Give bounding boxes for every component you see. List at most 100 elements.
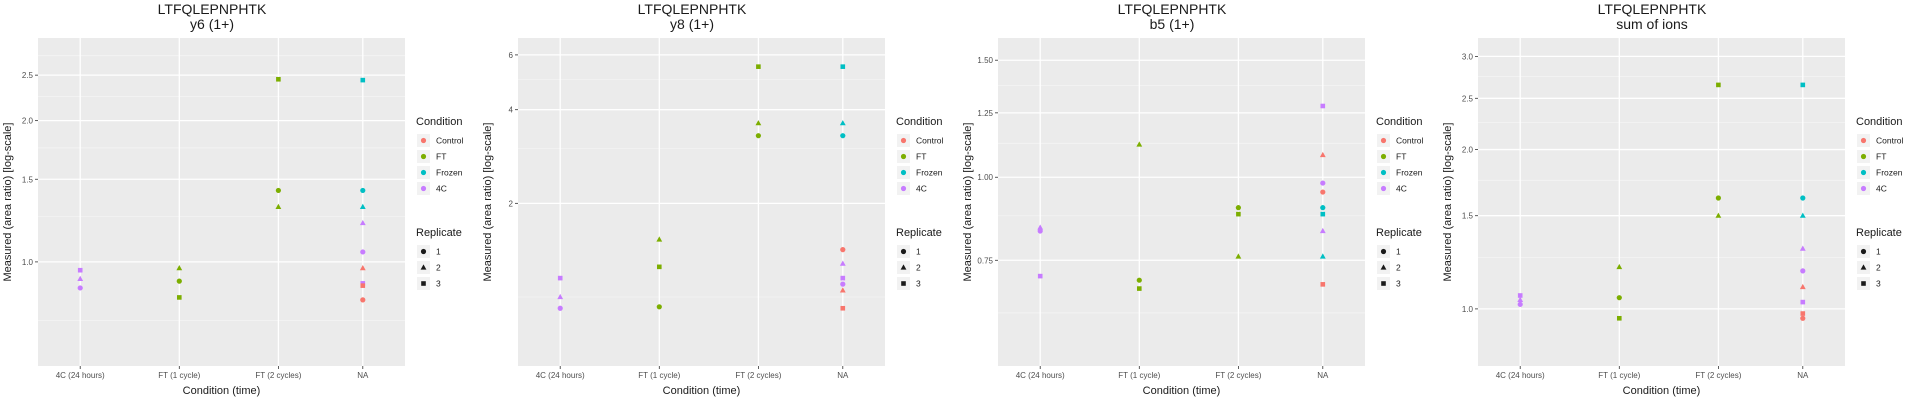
chart-panel-1: LTFQLEPNPHTK y6 (1+) 1.0 1.5 2.0 2.5 4C (24 ho… [0, 0, 480, 400]
data-point [840, 133, 846, 139]
legend-key-replicate-3 [1381, 281, 1386, 286]
y-axis-title: Measured (area ratio) [log-scale] [1442, 123, 1454, 282]
legend-key-replicate-3 [421, 281, 426, 286]
data-point [1517, 293, 1523, 298]
data-point [557, 275, 563, 281]
legend-condition-label: FT [1876, 152, 1886, 162]
data-point [359, 219, 366, 226]
legend-condition-label: 4C [436, 184, 447, 194]
data-point [176, 278, 182, 284]
x-tick-label: FT (2 cycles) [255, 371, 301, 380]
data-point [360, 249, 366, 255]
data-point [176, 265, 183, 271]
data-point [77, 267, 83, 273]
data-point [1517, 296, 1524, 302]
legend-key-frozen [900, 169, 907, 176]
legend-key-replicate-3 [901, 281, 906, 286]
legend-key-control [900, 137, 907, 144]
data-point [276, 76, 281, 82]
data-point [360, 297, 366, 303]
legend-condition-label: 4C [1396, 184, 1407, 194]
legend-condition-title: Condition [896, 116, 942, 128]
legend-replicate-label: 1 [916, 247, 921, 257]
data-point [1715, 212, 1722, 218]
y-tick-label: 1.25 [977, 109, 993, 118]
data-point [359, 265, 366, 271]
x-tick-label: FT (1 cycle) [1598, 371, 1640, 380]
data-point [1800, 195, 1806, 201]
x-axis-title: Condition (time) [1623, 385, 1701, 397]
x-axis-title: Condition (time) [663, 385, 741, 397]
legend-key-frozen [1380, 169, 1387, 176]
chart-panel-4: LTFQLEPNPHTK sum of ions 1.0 1.5 2.0 2.5 3.0 4C… [1440, 0, 1920, 400]
x-tick-label: NA [357, 371, 369, 380]
data-point [1616, 263, 1623, 270]
data-point [360, 187, 366, 194]
data-point [1320, 205, 1326, 211]
x-tick-label: FT (2 cycles) [1215, 371, 1261, 380]
legend-key-4c [1860, 185, 1867, 192]
legend-key-replicate-2 [1860, 264, 1867, 270]
legend-condition-label: Control [1396, 136, 1424, 146]
y-tick-label: 2.0 [22, 117, 34, 126]
data-point [1037, 228, 1043, 234]
y-tick-label: 4 [509, 106, 514, 115]
x-tick-label: NA [837, 371, 849, 380]
data-point [1616, 295, 1622, 301]
legend-replicate-label: 1 [1876, 247, 1881, 257]
data-point [77, 285, 83, 291]
data-point [1320, 180, 1326, 186]
data-point [1320, 282, 1326, 287]
y-tick-label: 1.0 [1462, 305, 1474, 314]
y-axis-title: Measured (area ratio) [log-scale] [2, 123, 14, 282]
data-point [1800, 299, 1806, 305]
data-point [1037, 224, 1044, 230]
legend-replicate-label: 2 [916, 263, 921, 273]
legend-condition-label: Control [1876, 136, 1904, 146]
data-point [1800, 311, 1806, 316]
legend-key-replicate-3 [1861, 281, 1866, 286]
data-point [1037, 273, 1043, 279]
data-point [656, 304, 662, 310]
y-axis-title: Measured (area ratio) [log-scale] [482, 123, 494, 282]
x-tick-label: 4C (24 hours) [1016, 371, 1065, 380]
x-tick-label: FT (2 cycles) [1695, 371, 1741, 380]
plot-panel [998, 38, 1365, 366]
x-tick-label: FT (1 cycle) [1118, 371, 1160, 380]
legend-key-control [1380, 137, 1387, 144]
data-point [77, 275, 84, 281]
legend-key-replicate-1 [900, 248, 907, 255]
data-point [755, 120, 762, 126]
data-point [1320, 189, 1326, 195]
data-point [839, 287, 846, 293]
x-axis-title: Condition (time) [1143, 385, 1221, 397]
x-tick-label: FT (1 cycle) [158, 371, 200, 380]
y-tick-label: 6 [509, 51, 514, 60]
chart-title: LTFQLEPNPHTK [1598, 1, 1707, 17]
legend-replicate-title: Replicate [1376, 227, 1422, 239]
x-axis-title: Condition (time) [183, 385, 261, 397]
y-tick-label: 3.0 [1462, 52, 1474, 61]
data-point [756, 64, 761, 69]
x-tick-label: 4C (24 hours) [56, 371, 105, 380]
data-point [840, 305, 846, 311]
x-tick-label: FT (1 cycle) [638, 371, 680, 380]
y-tick-label: 2.0 [1462, 146, 1474, 155]
legend-condition-label: Frozen [436, 168, 463, 178]
data-point [1236, 211, 1241, 217]
legend-key-replicate-1 [1380, 248, 1387, 255]
legend-key-frozen [420, 169, 427, 176]
y-tick-label: 1.50 [977, 56, 993, 65]
data-point [1136, 141, 1143, 147]
data-point [1800, 315, 1806, 321]
legend-replicate-label: 3 [916, 279, 921, 289]
legend-key-4c [900, 185, 907, 192]
data-point [1319, 227, 1326, 234]
legend-replicate-title: Replicate [896, 227, 942, 239]
y-tick-label: 2 [509, 199, 514, 208]
legend-key-ft [900, 153, 907, 160]
data-point [1319, 151, 1326, 158]
data-point [839, 120, 846, 126]
